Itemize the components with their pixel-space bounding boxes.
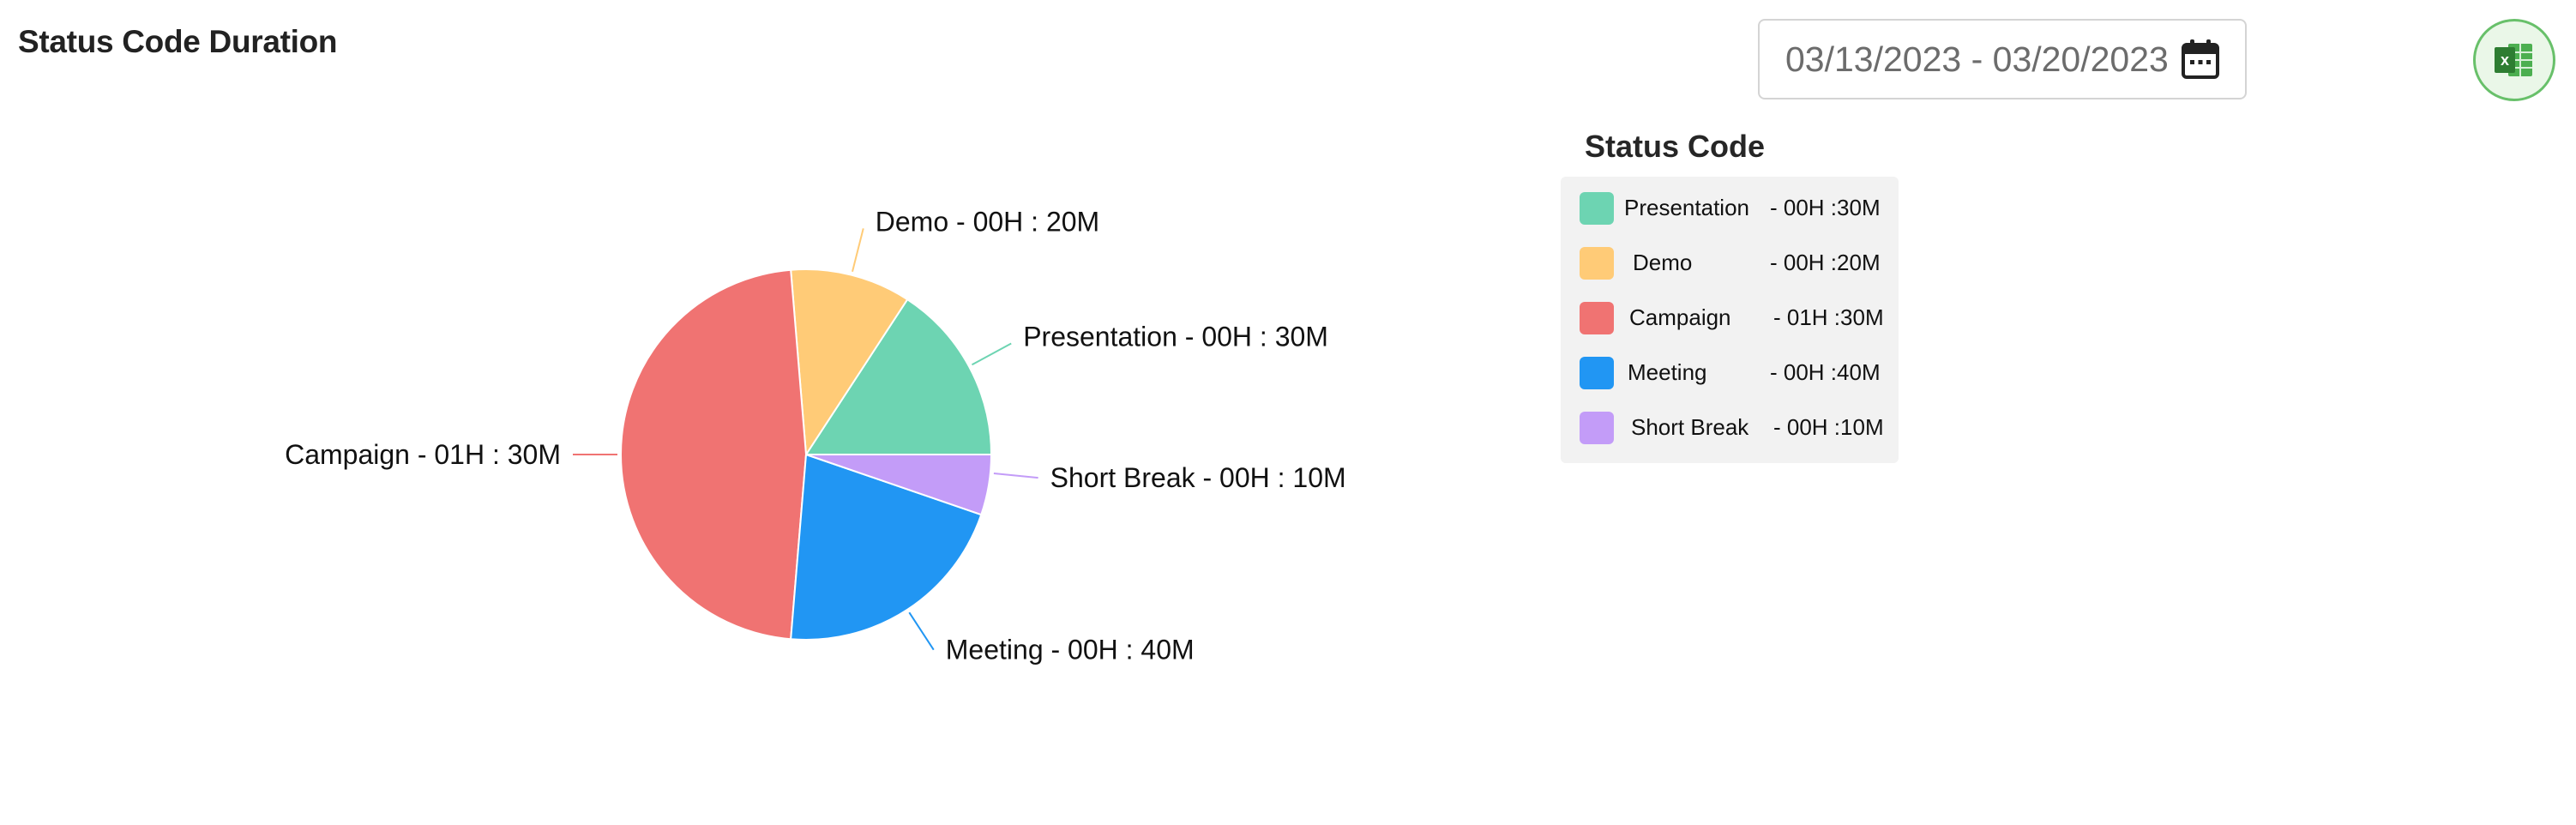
legend-item-short-break[interactable]: Short Break - 00H :10M bbox=[1580, 412, 1888, 446]
slice-label-short-break: Short Break - 00H : 10M bbox=[1050, 462, 1346, 493]
legend-item-name: Campaign bbox=[1629, 304, 1731, 330]
legend-item-name: Short Break bbox=[1631, 414, 1749, 440]
legend-item-value: - 00H :40M bbox=[1770, 359, 1881, 385]
legend-item-value: - 00H :30M bbox=[1770, 195, 1881, 220]
legend-item-name: Meeting bbox=[1628, 359, 1707, 385]
pie-chart: Presentation - 00H : 30M Demo - 00H : 20M… bbox=[285, 206, 1346, 665]
legend-swatch bbox=[1580, 302, 1614, 334]
slice-label-demo: Demo - 00H : 20M bbox=[876, 206, 1099, 237]
legend-item-demo[interactable]: Demo - 00H :20M bbox=[1580, 247, 1888, 281]
legend-swatch bbox=[1580, 247, 1614, 280]
leader-line-short-break bbox=[993, 472, 1038, 479]
legend-swatch bbox=[1580, 192, 1614, 225]
excel-icon: x bbox=[2495, 44, 2532, 76]
legend-item-value: - 01H :30M bbox=[1773, 304, 1884, 330]
legend-item-presentation[interactable]: Presentation - 00H :30M bbox=[1580, 192, 1888, 226]
legend-title: Status Code bbox=[1585, 129, 1766, 164]
pie-slice-demo[interactable] bbox=[790, 268, 909, 457]
legend-item-name: Presentation bbox=[1624, 195, 1749, 220]
date-range-picker[interactable]: 03/13/2023 - 03/20/2023 bbox=[1758, 19, 2247, 99]
legend-item-value: - 00H :10M bbox=[1773, 414, 1884, 440]
slice-label-campaign: Campaign - 01H : 30M bbox=[285, 439, 561, 470]
leader-line-meeting bbox=[908, 611, 935, 651]
export-excel-button[interactable]: x bbox=[2473, 19, 2555, 101]
pie-slice-presentation[interactable] bbox=[804, 298, 993, 455]
leader-line-demo bbox=[852, 228, 864, 272]
legend: Presentation - 00H :30M Demo - 00H :20M … bbox=[1561, 177, 1899, 463]
legend-swatch bbox=[1580, 357, 1614, 389]
pie-slice-meeting[interactable] bbox=[790, 453, 983, 641]
excel-icon-letter: x bbox=[2501, 51, 2509, 69]
slice-label-meeting: Meeting - 00H : 40M bbox=[946, 635, 1195, 665]
legend-swatch bbox=[1580, 412, 1614, 444]
legend-item-name: Demo bbox=[1633, 250, 1693, 275]
leader-line-presentation bbox=[972, 342, 1012, 366]
slice-label-presentation: Presentation - 00H : 30M bbox=[1023, 322, 1328, 352]
page-title: Status Code Duration bbox=[18, 24, 338, 59]
pie-slice-campaign[interactable] bbox=[620, 268, 808, 641]
date-range-value: 03/13/2023 - 03/20/2023 bbox=[1785, 39, 2169, 79]
legend-item-meeting[interactable]: Meeting - 00H :40M bbox=[1580, 357, 1888, 391]
legend-item-value: - 00H :20M bbox=[1770, 250, 1881, 275]
legend-item-campaign[interactable]: Campaign - 01H :30M bbox=[1580, 302, 1888, 336]
pie-slice-short-break[interactable] bbox=[805, 454, 993, 516]
calendar-icon[interactable] bbox=[2180, 38, 2221, 81]
